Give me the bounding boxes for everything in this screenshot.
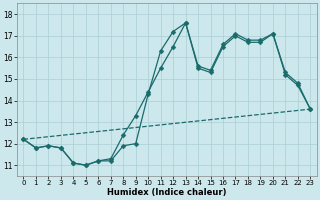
X-axis label: Humidex (Indice chaleur): Humidex (Indice chaleur) [107, 188, 227, 197]
